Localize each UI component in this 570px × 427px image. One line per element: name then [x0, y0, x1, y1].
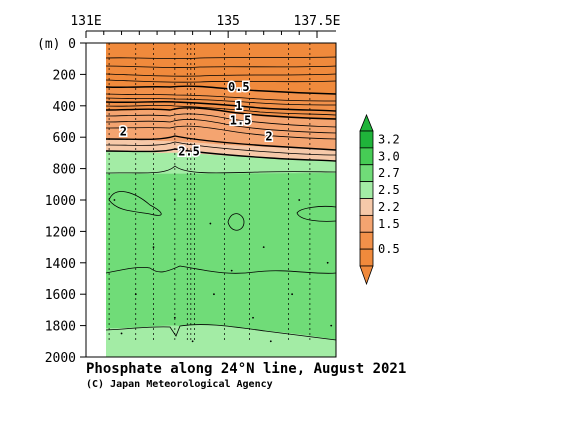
contour-label: 2 — [120, 125, 127, 139]
contour-line-1.5 — [105, 107, 337, 120]
sample-dot — [252, 316, 254, 319]
contour-line — [105, 73, 337, 77]
colorbar: 3.2 3.0 2.7 2.5 2.2 1.5 0.5 — [359, 113, 400, 286]
colorbar-segment — [359, 214, 374, 233]
colorbar-tick-label: 2.2 — [378, 200, 400, 214]
sample-dot — [330, 324, 333, 327]
y-tick-label: 2000 — [45, 351, 76, 366]
y-axis-label: (m) — [37, 37, 60, 52]
station-dots — [113, 199, 333, 343]
x-axis: 131E 135 137.5E — [70, 14, 340, 38]
contour-line-1 — [105, 101, 337, 112]
contour-line — [105, 324, 337, 341]
chart-title: Phosphate along 24°N line, August 2021 — [86, 361, 406, 377]
sample-dot — [213, 293, 215, 296]
contour-line — [105, 79, 337, 83]
colorbar-tick-label: 2.5 — [378, 183, 400, 197]
contour-line-2 — [105, 135, 337, 151]
contour-line — [105, 104, 337, 116]
sample-dot — [298, 199, 301, 201]
contour-line — [105, 119, 337, 134]
colorbar-segment — [359, 130, 374, 149]
colorbar-tick-label: 1.5 — [378, 217, 400, 231]
contour-lines — [105, 56, 337, 341]
contour-label: 1.5 — [230, 114, 252, 128]
contour-line-2.2 — [105, 141, 337, 156]
contour-line-2.5 — [105, 148, 337, 162]
y-tick-label: 400 — [53, 100, 76, 115]
layer-2.7-3.0 — [106, 172, 336, 340]
y-tick-label: 1600 — [45, 288, 76, 303]
contour-line-0.5 — [105, 85, 337, 95]
colorbar-segment — [359, 164, 374, 183]
chart-credit: (C) Japan Meteorological Agency — [86, 378, 273, 390]
y-tick-label: 1200 — [45, 225, 76, 240]
layer-1.5-2.2 — [106, 107, 336, 150]
colorbar-segment — [359, 147, 374, 166]
colorbar-segment — [359, 248, 374, 267]
contour-line-2.7 — [105, 165, 337, 174]
contour-line — [227, 213, 245, 231]
contour-line — [105, 97, 337, 106]
contour-line — [105, 113, 337, 128]
contour-line — [105, 93, 337, 102]
colorbar-segment — [359, 198, 374, 216]
colorbar-segment — [359, 231, 374, 250]
y-tick-label: 1000 — [45, 194, 76, 209]
sample-dot — [269, 340, 272, 343]
colorbar-bottom-arrow — [359, 265, 374, 286]
y-tick-label: 0 — [68, 37, 76, 52]
sample-dot — [326, 261, 329, 264]
layer-0.5-1.5 — [106, 85, 336, 120]
sample-dot — [209, 222, 212, 225]
colorbar-tick-label: 3.2 — [378, 132, 400, 146]
sample-dot — [173, 316, 176, 319]
contour-line — [105, 56, 337, 60]
layer-2.2-2.5 — [106, 137, 336, 161]
sample-dot — [152, 246, 155, 249]
contour-label: 2.5 — [178, 144, 200, 158]
contour-label: 0.5 — [228, 80, 250, 94]
layer-2.5-2.7 — [106, 149, 336, 174]
contour-line — [105, 125, 337, 140]
contour-line — [108, 191, 162, 216]
x-tick-label: 135 — [216, 14, 239, 29]
colorbar-tick-label: 2.7 — [378, 166, 400, 180]
contour-line — [105, 65, 337, 69]
colorbar-top-arrow — [359, 113, 374, 132]
y-tick-label: 600 — [53, 131, 76, 146]
sample-dot — [134, 293, 137, 296]
y-tick-label: 800 — [53, 163, 76, 178]
contour-label: 2 — [265, 129, 272, 143]
y-tick-label: 1800 — [45, 320, 76, 335]
colorbar-tick-label: 0.5 — [378, 242, 400, 256]
y-tick-label: 1400 — [45, 257, 76, 272]
colorbar-tick-label: 3.0 — [378, 149, 400, 163]
sample-dot — [173, 199, 176, 201]
colorbar-segment — [359, 181, 374, 199]
sample-dot — [113, 199, 116, 201]
y-tick-label: 200 — [53, 68, 76, 83]
contour-line — [105, 265, 337, 274]
contour-labels: 0.5 11.5 2 2 2.5 — [118, 78, 274, 159]
sample-dot — [291, 293, 294, 296]
contour-line — [296, 205, 337, 222]
x-tick-label: 131E — [70, 14, 101, 29]
sample-dot — [262, 246, 265, 249]
y-axis: 0 200 400 600 800 1000 1200 1400 1600 1800 2000 — [45, 37, 86, 366]
x-tick-label: 137.5E — [294, 14, 341, 29]
sample-dot — [191, 340, 194, 343]
plot-area: 0.5 11.5 2 2 2.5 — [105, 43, 337, 357]
sample-dot — [230, 269, 233, 272]
sample-dot — [120, 332, 123, 335]
contour-label: 1 — [235, 99, 242, 113]
